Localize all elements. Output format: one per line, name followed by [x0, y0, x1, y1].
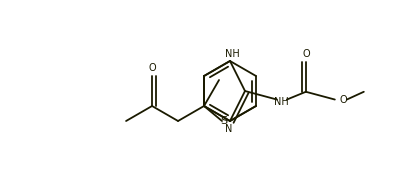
Text: N: N: [225, 124, 233, 134]
Text: NH: NH: [273, 96, 288, 107]
Text: NH: NH: [225, 49, 239, 59]
Text: O: O: [339, 95, 346, 105]
Text: O: O: [148, 63, 156, 73]
Text: S: S: [221, 116, 227, 126]
Text: O: O: [302, 49, 310, 59]
